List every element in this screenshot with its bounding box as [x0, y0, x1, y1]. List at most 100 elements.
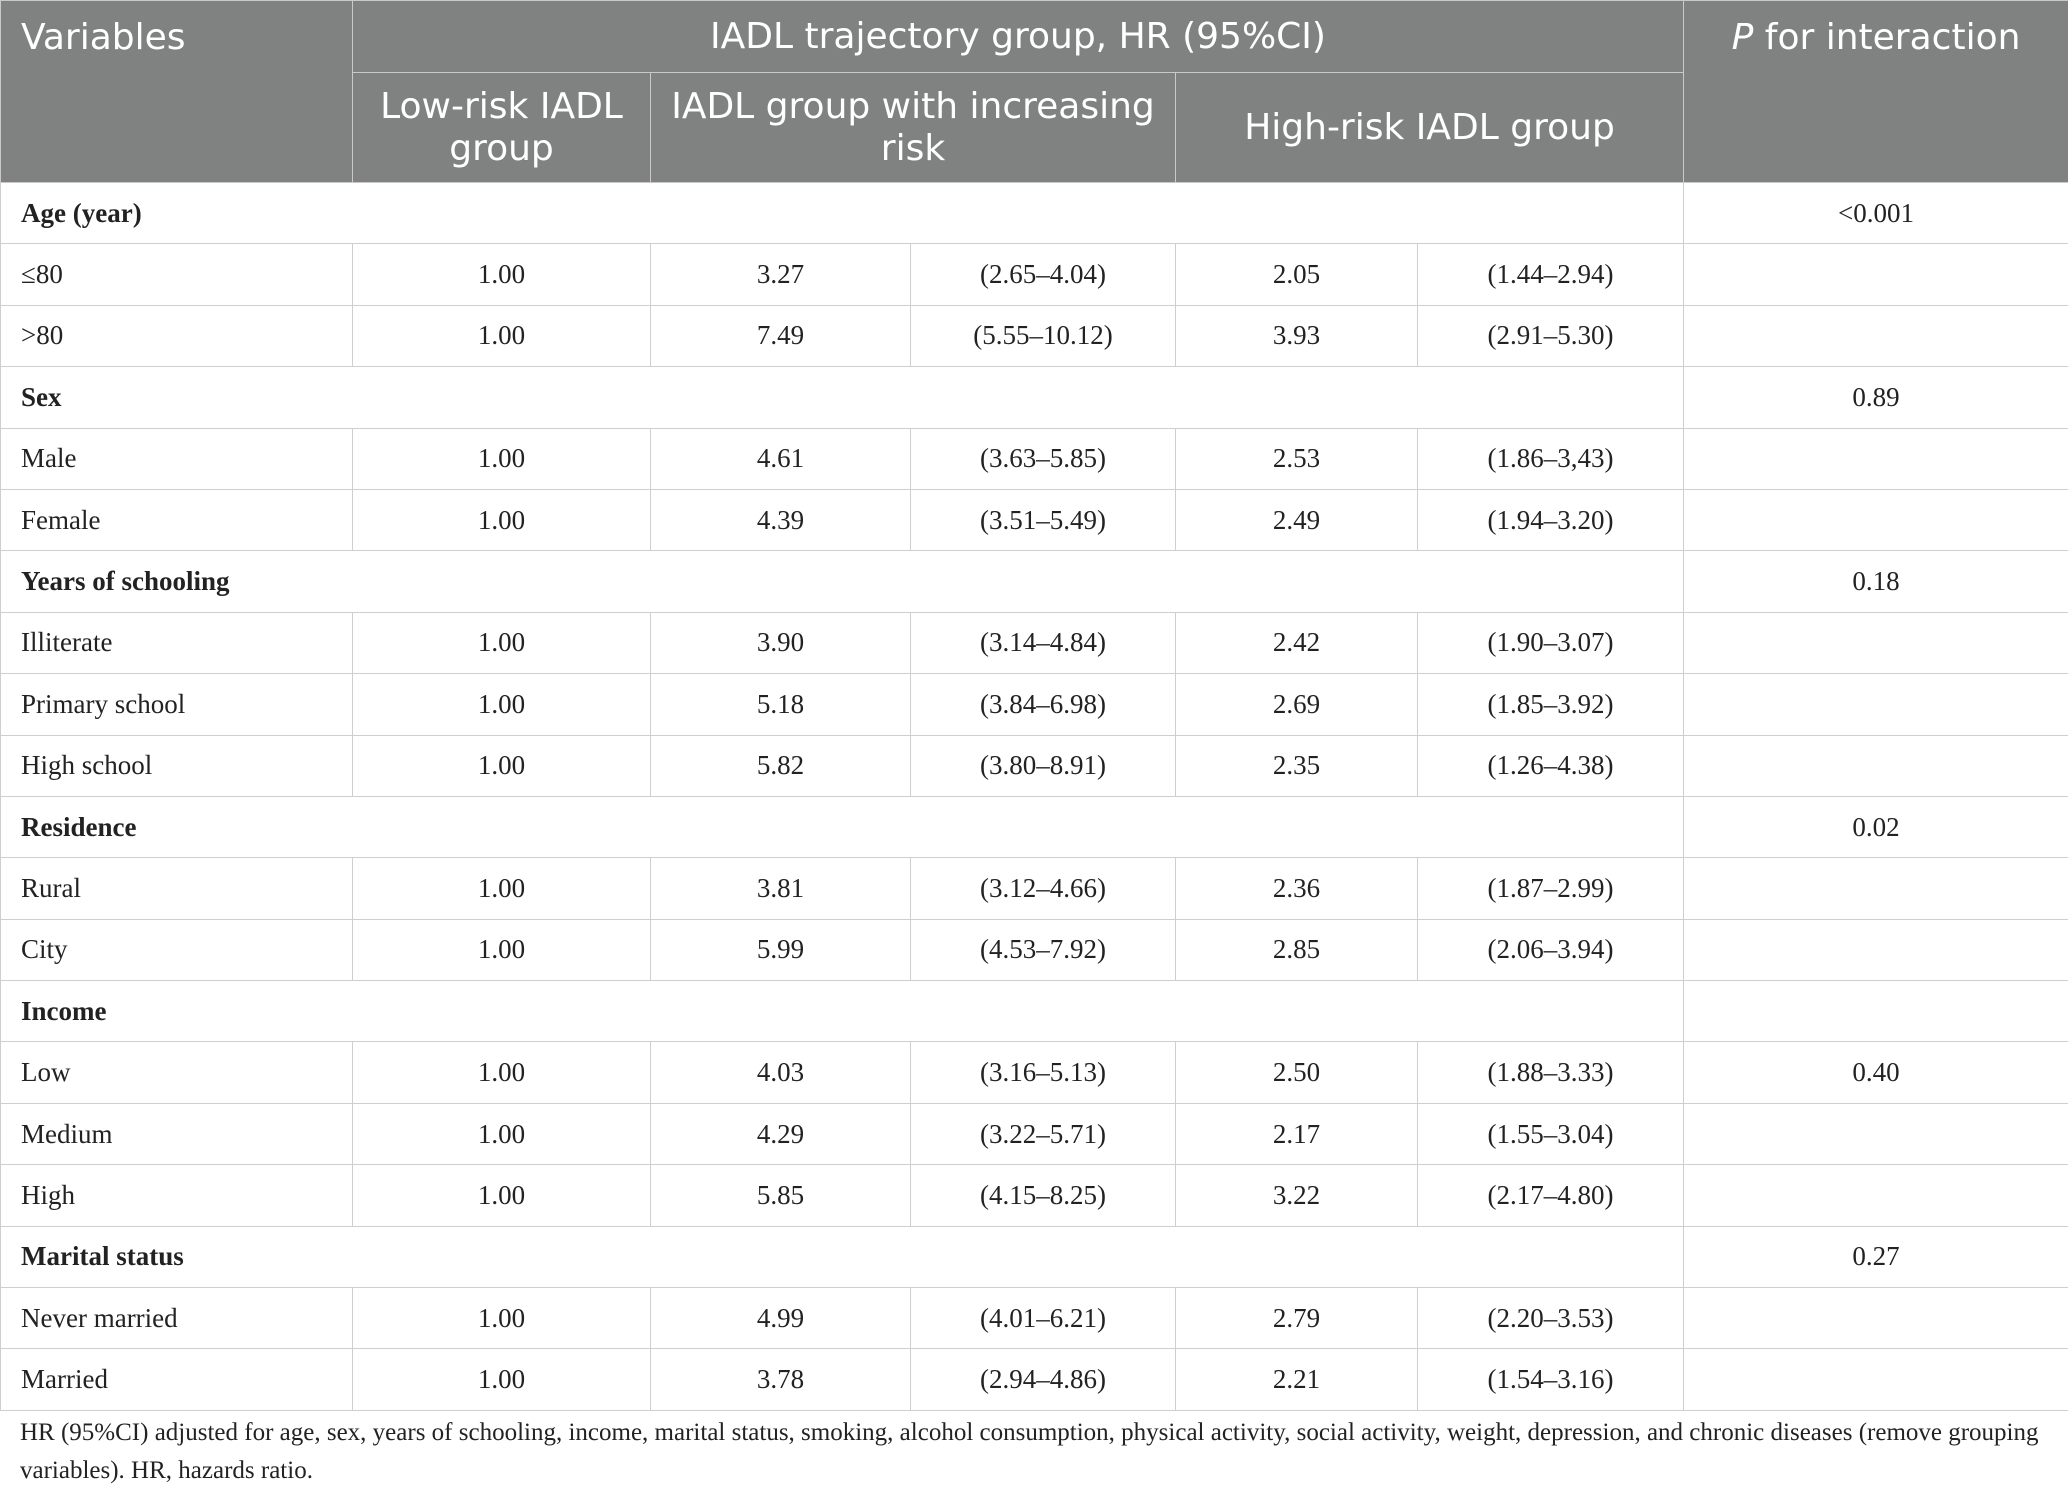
p-value-cell — [1683, 1287, 2068, 1350]
header-increasing-risk: IADL group with increasing risk — [650, 72, 1176, 183]
high-risk-hr-cell: 2.17 — [1175, 1102, 1418, 1166]
table-row: Low 1.00 4.03 (3.16–5.13) 2.50 (1.88–3.33) 0.4… — [0, 1041, 2068, 1104]
high-risk-hr-cell: 3.22 — [1175, 1164, 1418, 1227]
low-risk-hr-cell: 1.00 — [352, 427, 651, 490]
p-value-cell: <0.001 — [1683, 181, 2068, 245]
high-risk-hr-cell: 2.42 — [1175, 611, 1418, 675]
increasing-risk-hr-cell: 3.81 — [650, 857, 911, 920]
variable-label: High — [0, 1164, 353, 1227]
increasing-risk-ci-cell: (4.15–8.25) — [910, 1164, 1176, 1227]
table-row: >80 1.00 7.49 (5.55–10.12) 3.93 (2.91–5.30) — [0, 304, 2068, 368]
header-variables: Variables — [0, 0, 353, 183]
increasing-risk-hr-cell: 3.90 — [650, 611, 911, 675]
category-row: Marital status 0.27 — [0, 1225, 2068, 1289]
header-low-risk: Low-risk IADL group — [352, 72, 651, 183]
p-value-cell: 0.18 — [1683, 550, 2068, 613]
low-risk-hr-cell: 1.00 — [352, 918, 651, 982]
high-risk-ci-cell: (1.88–3.33) — [1416, 1041, 1685, 1104]
increasing-risk-ci-cell: (3.22–5.71) — [910, 1102, 1176, 1166]
increasing-risk-hr-cell: 3.27 — [650, 243, 911, 306]
table-row: Female 1.00 4.39 (3.51–5.49) 2.49 (1.94–3.20) — [0, 488, 2068, 552]
low-risk-hr-cell: 1.00 — [352, 488, 651, 552]
category-row: Age (year) <0.001 — [0, 181, 2068, 245]
p-value-cell — [1683, 918, 2068, 982]
low-risk-hr-cell: 1.00 — [352, 673, 651, 736]
high-risk-ci-cell: (1.55–3.04) — [1416, 1102, 1685, 1166]
increasing-risk-ci-cell: (4.01–6.21) — [910, 1287, 1176, 1350]
low-risk-hr-cell: 1.00 — [352, 857, 651, 920]
table-header: Variables IADL trajectory group, HR (95%… — [0, 0, 2068, 183]
high-risk-ci-cell: (1.85–3.92) — [1416, 673, 1685, 736]
p-value-cell: 0.27 — [1683, 1225, 2068, 1289]
increasing-risk-ci-cell: (2.94–4.86) — [910, 1348, 1176, 1411]
hr-results-table: Variables IADL trajectory group, HR (95%… — [0, 0, 2068, 1411]
high-risk-ci-cell: (2.91–5.30) — [1416, 304, 1685, 368]
high-risk-ci-cell: (1.54–3.16) — [1416, 1348, 1685, 1411]
low-risk-hr-cell: 1.00 — [352, 1348, 651, 1411]
table-row: High 1.00 5.85 (4.15–8.25) 3.22 (2.17–4.80) — [0, 1164, 2068, 1227]
category-row: Income — [0, 980, 2068, 1043]
table-row: ≤80 1.00 3.27 (2.65–4.04) 2.05 (1.44–2.94) — [0, 243, 2068, 306]
increasing-risk-hr-cell: 5.82 — [650, 734, 911, 797]
variable-label: Female — [0, 488, 353, 552]
p-value-cell — [1683, 1348, 2068, 1411]
category-row: Years of schooling 0.18 — [0, 550, 2068, 613]
category-label: Marital status — [0, 1225, 1685, 1289]
table-row: Rural 1.00 3.81 (3.12–4.66) 2.36 (1.87–2.99) — [0, 857, 2068, 920]
variable-label: Never married — [0, 1287, 353, 1350]
variable-label: High school — [0, 734, 353, 797]
high-risk-hr-cell: 2.85 — [1175, 918, 1418, 982]
low-risk-hr-cell: 1.00 — [352, 304, 651, 368]
p-value-cell — [1683, 243, 2068, 306]
header-p-letter: P — [1731, 17, 1754, 58]
high-risk-ci-cell: (1.26–4.38) — [1416, 734, 1685, 797]
increasing-risk-ci-cell: (3.14–4.84) — [910, 611, 1176, 675]
high-risk-hr-cell: 2.21 — [1175, 1348, 1418, 1411]
results-table-container: Variables IADL trajectory group, HR (95%… — [0, 0, 2068, 1411]
high-risk-hr-cell: 2.53 — [1175, 427, 1418, 490]
high-risk-hr-cell: 2.79 — [1175, 1287, 1418, 1350]
increasing-risk-hr-cell: 4.29 — [650, 1102, 911, 1166]
increasing-risk-ci-cell: (3.51–5.49) — [910, 488, 1176, 552]
table-row: Primary school 1.00 5.18 (3.84–6.98) 2.69 (1.… — [0, 673, 2068, 736]
low-risk-hr-cell: 1.00 — [352, 1164, 651, 1227]
table-footnote: HR (95%CI) adjusted for age, sex, years … — [20, 1419, 2039, 1484]
high-risk-ci-cell: (2.06–3.94) — [1416, 918, 1685, 982]
category-label: Sex — [0, 366, 1685, 429]
increasing-risk-ci-cell: (3.12–4.66) — [910, 857, 1176, 920]
increasing-risk-hr-cell: 5.99 — [650, 918, 911, 982]
high-risk-ci-cell: (2.20–3.53) — [1416, 1287, 1685, 1350]
high-risk-hr-cell: 2.36 — [1175, 857, 1418, 920]
high-risk-hr-cell: 2.69 — [1175, 673, 1418, 736]
increasing-risk-hr-cell: 7.49 — [650, 304, 911, 368]
variable-label: ≤80 — [0, 243, 353, 306]
p-value-cell — [1683, 980, 2068, 1043]
table-row: Never married 1.00 4.99 (4.01–6.21) 2.79 (2.2… — [0, 1287, 2068, 1350]
p-value-cell — [1683, 734, 2068, 797]
p-value-cell — [1683, 304, 2068, 368]
high-risk-hr-cell: 2.05 — [1175, 243, 1418, 306]
table-body: Age (year) <0.001 ≤80 1.00 3.27 (2.65–4.04) 2.… — [0, 181, 2068, 1411]
high-risk-hr-cell: 2.49 — [1175, 488, 1418, 552]
variable-label: Illiterate — [0, 611, 353, 675]
increasing-risk-ci-cell: (4.53–7.92) — [910, 918, 1176, 982]
p-value-cell — [1683, 488, 2068, 552]
low-risk-hr-cell: 1.00 — [352, 611, 651, 675]
increasing-risk-ci-cell: (3.63–5.85) — [910, 427, 1176, 490]
category-row: Residence 0.02 — [0, 795, 2068, 859]
high-risk-ci-cell: (1.90–3.07) — [1416, 611, 1685, 675]
increasing-risk-hr-cell: 4.39 — [650, 488, 911, 552]
p-value-cell — [1683, 1102, 2068, 1166]
p-value-cell: 0.89 — [1683, 366, 2068, 429]
header-high-risk: High-risk IADL group — [1174, 72, 1685, 183]
header-p-rest: for interaction — [1753, 17, 2021, 58]
low-risk-hr-cell: 1.00 — [352, 1102, 651, 1166]
variable-label: Medium — [0, 1102, 353, 1166]
increasing-risk-ci-cell: (3.80–8.91) — [910, 734, 1176, 797]
category-label: Age (year) — [0, 181, 1685, 245]
p-value-cell: 0.40 — [1683, 1041, 2068, 1104]
increasing-risk-ci-cell: (5.55–10.12) — [910, 304, 1176, 368]
increasing-risk-ci-cell: (2.65–4.04) — [910, 243, 1176, 306]
category-label: Income — [0, 980, 1685, 1043]
category-row: Sex 0.89 — [0, 366, 2068, 429]
